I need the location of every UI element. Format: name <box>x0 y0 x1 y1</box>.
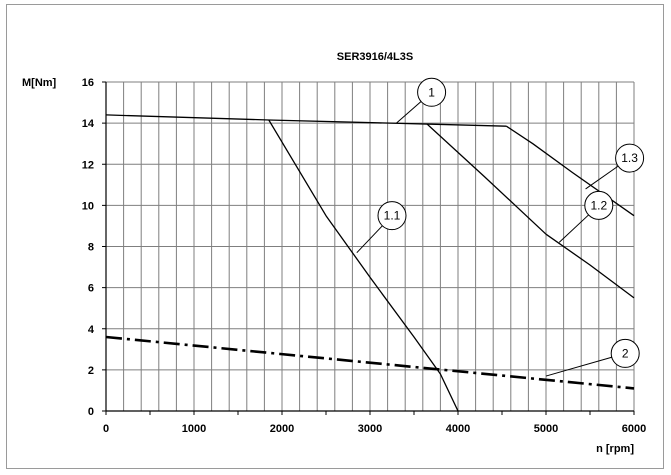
callout-leader <box>558 214 589 243</box>
series-line-1-3 <box>506 125 635 217</box>
callout-1-1: 1.1 <box>356 201 407 254</box>
callout-circle <box>417 77 447 107</box>
callout-label: 1.2 <box>590 198 607 212</box>
callout-1: 1 <box>396 77 447 124</box>
series-line-1-1 <box>268 119 459 412</box>
series-line-2 <box>105 335 635 390</box>
y-tick-label: 14 <box>82 118 95 130</box>
series-line-1-2 <box>426 123 635 299</box>
callout-1-2: 1.2 <box>558 190 614 243</box>
callout-2: 2 <box>545 338 640 377</box>
x-axis-label: n [rpm] <box>596 443 634 455</box>
y-tick-label: 4 <box>88 324 95 336</box>
callout-1-3: 1.3 <box>585 143 645 190</box>
callout-label: 1 <box>428 85 435 99</box>
x-tick-label: 4000 <box>446 423 470 435</box>
y-tick-label: 0 <box>88 406 94 418</box>
y-tick-label: 2 <box>88 365 94 377</box>
y-axis-label: M[Nm] <box>22 77 57 89</box>
y-tick-label: 12 <box>82 159 94 171</box>
x-tick-label: 1000 <box>182 423 206 435</box>
callout-circle <box>610 338 640 368</box>
chart-title: SER3916/4L3S <box>337 51 413 63</box>
x-tick-label: 5000 <box>534 423 558 435</box>
callout-circle <box>584 190 614 220</box>
y-tick-label: 6 <box>88 283 94 295</box>
x-tick-label: 3000 <box>358 423 382 435</box>
callout-circle <box>377 201 407 231</box>
y-tick-label: 8 <box>88 242 94 254</box>
callout-leader <box>396 101 422 124</box>
y-tick-label: 16 <box>82 77 94 89</box>
callout-leader <box>585 165 619 190</box>
x-tick-label: 6000 <box>622 423 646 435</box>
x-tick-label: 2000 <box>270 423 294 435</box>
x-tick-label: 0 <box>103 423 109 435</box>
callout-label: 1.3 <box>621 151 638 165</box>
callout-label: 2 <box>622 346 629 360</box>
callout-circle <box>615 143 645 173</box>
callout-leader <box>356 225 383 254</box>
y-tick-label: 10 <box>82 200 94 212</box>
callout-leader <box>545 356 612 377</box>
callout-label: 1.1 <box>384 209 401 223</box>
series-line-1 <box>105 114 507 127</box>
